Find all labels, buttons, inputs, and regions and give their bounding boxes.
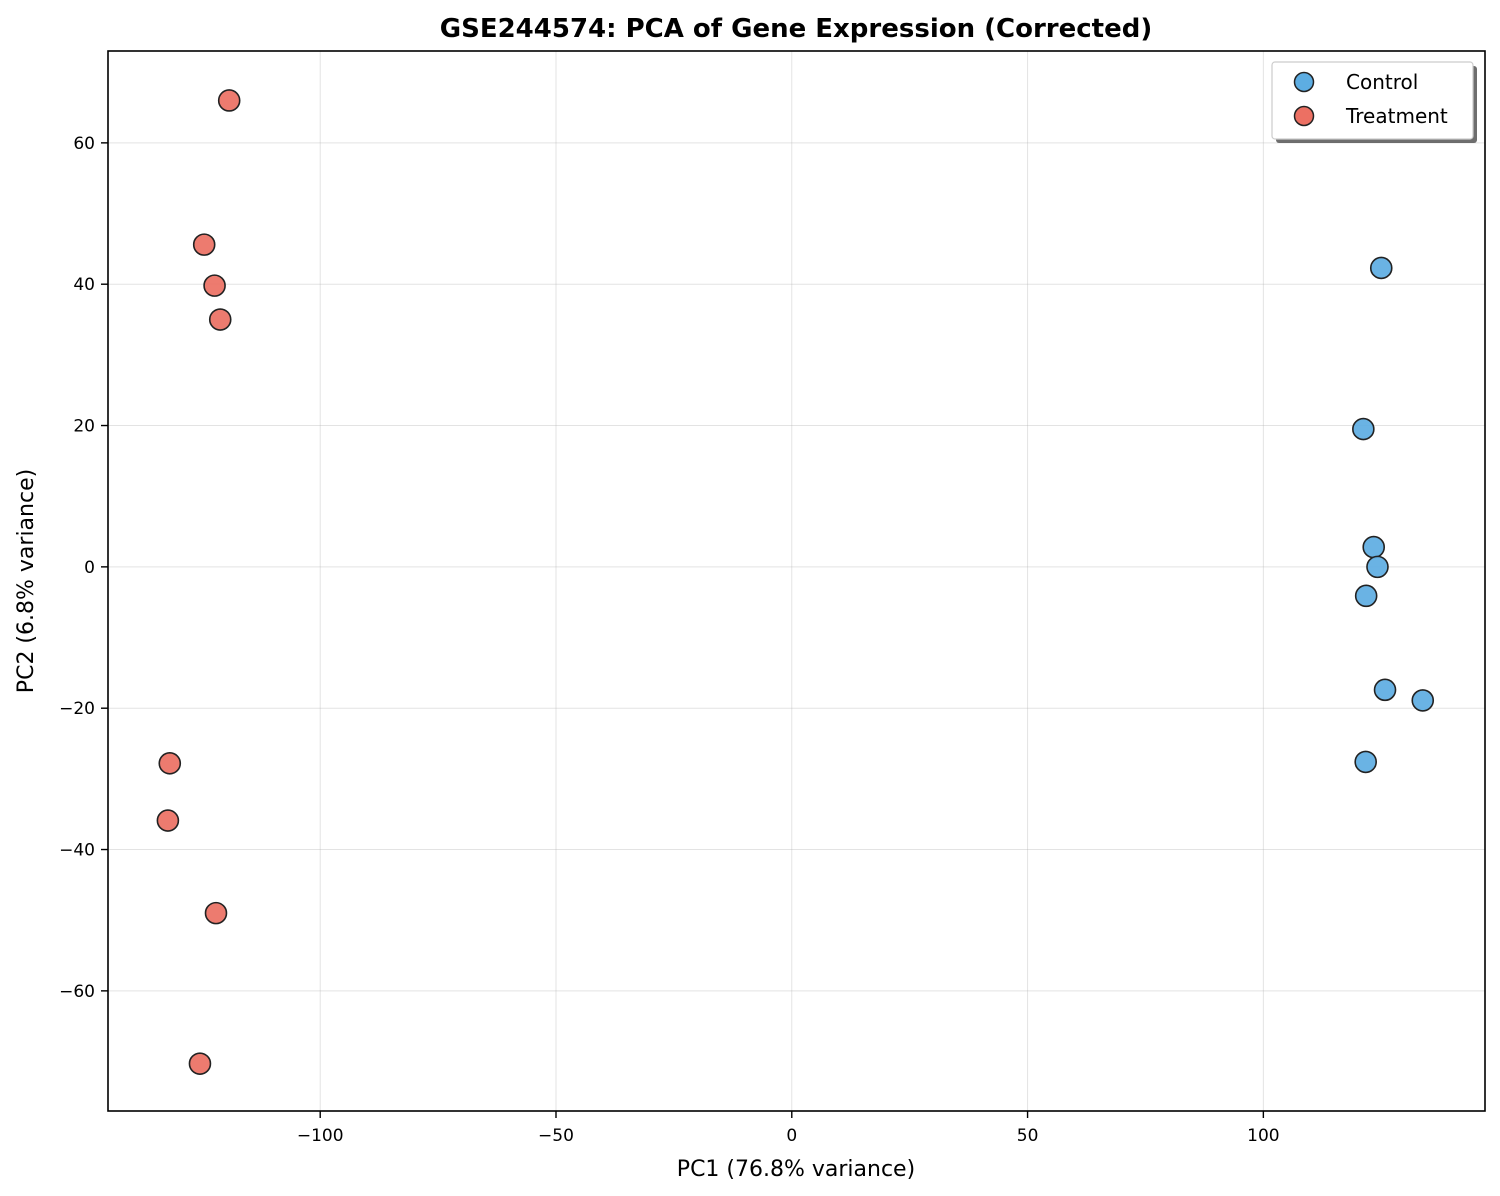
treatment-point	[208, 308, 232, 331]
y-axis-ticks: −60 −40 −20 0 20 40 60	[59, 134, 108, 1002]
x-axis-ticks: −100 −50 0 50 100	[297, 1111, 1280, 1146]
series-control	[1352, 256, 1435, 774]
y-tick-label: −40	[59, 841, 95, 861]
y-tick-label: 0	[84, 558, 95, 578]
y-tick-label: −60	[59, 982, 95, 1002]
legend-label-control: Control	[1346, 70, 1418, 94]
treatment-point	[158, 752, 182, 775]
legend-marker-control	[1293, 71, 1315, 93]
scatter-points	[156, 89, 1435, 1075]
plot-frame	[107, 50, 1486, 1112]
legend: Control Treatment	[1271, 61, 1477, 143]
control-point	[1354, 584, 1378, 608]
legend-box	[1271, 61, 1474, 140]
grid-lines	[108, 51, 1485, 1111]
chart-title: GSE244574: PCA of Gene Expression (Corre…	[440, 14, 1153, 44]
control-point	[1373, 678, 1397, 702]
treatment-point	[156, 809, 180, 832]
control-point	[1352, 417, 1375, 441]
treatment-point	[217, 89, 241, 112]
y-tick-label: 40	[73, 275, 95, 295]
x-axis-label: PC1 (76.8% variance)	[677, 1157, 915, 1182]
control-point	[1411, 689, 1435, 712]
series-treatment	[156, 89, 241, 1075]
y-axis-label: PC2 (6.8% variance)	[14, 469, 39, 693]
x-tick-label: 0	[786, 1126, 797, 1146]
x-tick-label: −100	[297, 1126, 344, 1146]
control-point	[1362, 535, 1386, 559]
y-tick-label: 20	[73, 417, 95, 437]
x-tick-label: 50	[1017, 1126, 1039, 1146]
treatment-point	[192, 233, 216, 256]
control-point	[1366, 555, 1389, 579]
treatment-point	[188, 1052, 212, 1075]
legend-marker-treatment	[1293, 105, 1315, 127]
legend-label-treatment: Treatment	[1345, 104, 1448, 128]
treatment-point	[204, 901, 228, 925]
y-tick-label: −20	[59, 699, 95, 719]
control-point	[1354, 750, 1377, 774]
x-tick-label: 100	[1247, 1126, 1279, 1146]
control-point	[1369, 256, 1393, 280]
x-tick-label: −50	[538, 1126, 574, 1146]
treatment-point	[203, 274, 226, 297]
y-tick-label: 60	[73, 134, 95, 154]
